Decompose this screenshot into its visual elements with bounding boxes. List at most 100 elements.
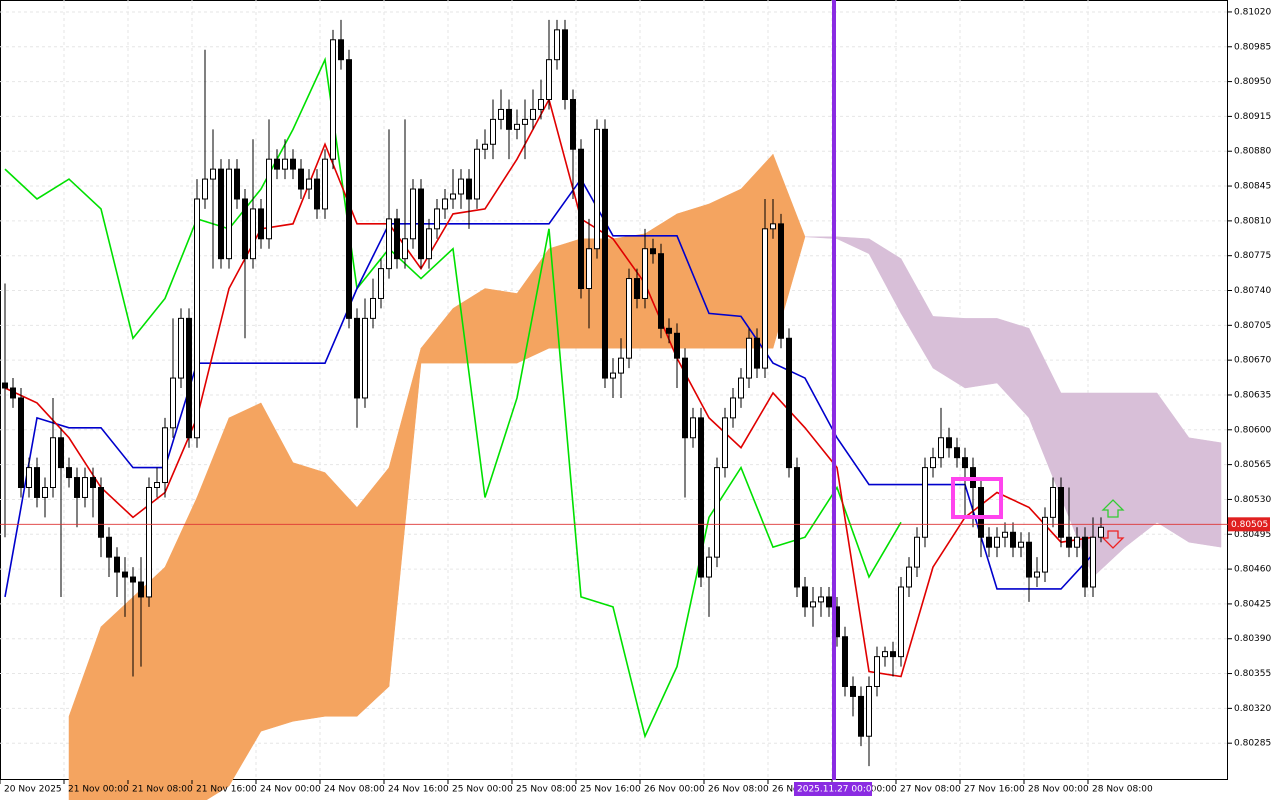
marker-label-bg (794, 782, 872, 796)
candle-body (810, 601, 816, 608)
candle-body (1066, 536, 1072, 548)
candle-body (122, 571, 128, 578)
candle-body (314, 178, 320, 210)
candle-body (402, 238, 408, 260)
y-tick-label: 0.80530 (1234, 495, 1271, 505)
candle-body (202, 178, 208, 200)
candle-body (546, 59, 552, 100)
candle-body (1002, 531, 1008, 538)
candle-body (690, 417, 696, 439)
candle-body (1042, 516, 1048, 573)
candle-body (10, 387, 16, 399)
x-tick-label: 27 Nov 16:00 (964, 785, 1025, 795)
x-tick-label: 28 Nov 00:00 (1028, 785, 1089, 795)
current-price-bg (1228, 517, 1270, 532)
y-tick-label: 0.80740 (1234, 286, 1271, 296)
candle-body (234, 168, 240, 200)
candle-body (386, 218, 392, 270)
candle-body (986, 536, 992, 548)
x-tick-label: 21 Nov 00:00 (68, 785, 129, 795)
candle-body (1074, 536, 1080, 548)
candle-body (394, 218, 400, 260)
cloud-segment (228, 402, 262, 787)
candle-body (1034, 571, 1040, 578)
candle-body (850, 685, 856, 697)
candle-body (794, 467, 800, 588)
candle-body (466, 178, 472, 200)
candle-body (26, 467, 32, 489)
candle-body (818, 596, 824, 603)
y-tick-label: 0.80880 (1234, 147, 1271, 157)
candle-body (538, 98, 544, 110)
candle-body (50, 437, 56, 488)
candle-body (1026, 541, 1032, 578)
candle-body (858, 695, 864, 737)
candle-body (90, 477, 96, 489)
up-arrow (1101, 499, 1125, 518)
candle-body (570, 98, 576, 150)
current-price-label: 0.80505 (1231, 520, 1268, 530)
candle-body (522, 118, 528, 125)
candle-body (34, 467, 40, 498)
x-tick-label: 24 Nov 08:00 (324, 785, 385, 795)
candle-body (922, 467, 928, 538)
candle-body (682, 357, 688, 439)
candle-body (746, 337, 752, 379)
candle-body (602, 128, 608, 379)
candle-body (842, 636, 848, 687)
candle-body (218, 168, 224, 260)
y-tick-label: 0.80390 (1234, 634, 1271, 644)
candle-body (322, 158, 328, 210)
candle-body (306, 178, 312, 190)
candle-body (722, 417, 728, 469)
candle-body (626, 278, 632, 359)
candle-body (714, 467, 720, 558)
x-tick-label: 25 Nov 00:00 (452, 785, 513, 795)
y-tick-label: 0.81020 (1234, 7, 1271, 17)
down-arrow (1101, 530, 1125, 549)
candle-body (106, 536, 112, 558)
y-tick-label: 0.80775 (1234, 251, 1271, 261)
candle-body (1098, 526, 1104, 538)
y-tick-label: 0.80950 (1234, 77, 1271, 87)
candle-body (658, 253, 664, 329)
candle-body (594, 128, 600, 250)
y-tick-label: 0.80810 (1234, 216, 1271, 226)
candle-body (98, 487, 104, 538)
candle-body (906, 566, 912, 588)
candle-body (698, 417, 704, 578)
x-tick-label: 25 Nov 16:00 (580, 785, 641, 795)
candle-body (58, 437, 64, 469)
candle-body (146, 487, 152, 598)
candle-body (194, 198, 200, 439)
candle-body (114, 556, 120, 573)
candle-body (866, 685, 872, 737)
candle-body (962, 457, 968, 469)
cloud-segment (484, 288, 518, 364)
candle-body (2, 382, 8, 389)
candle-body (930, 457, 936, 469)
candle-body (890, 651, 896, 658)
cloud-segment (1092, 392, 1126, 578)
candle-body (634, 278, 640, 299)
candle-body (802, 586, 808, 608)
candle-body (946, 437, 952, 449)
candle-body (610, 372, 616, 379)
candle-body (42, 487, 48, 498)
y-tick-label: 0.80355 (1234, 669, 1271, 679)
candle-body (1058, 487, 1064, 538)
candle-body (898, 586, 904, 658)
y-tick-label: 0.80915 (1234, 112, 1271, 122)
candle-body (450, 193, 456, 200)
candle-body (1018, 541, 1024, 548)
y-tick-label: 0.80670 (1234, 356, 1271, 366)
candle-body (666, 327, 672, 334)
candle-body (770, 223, 776, 230)
candle-body (338, 39, 344, 61)
candle-body (226, 168, 232, 260)
candle-body (266, 158, 272, 240)
y-tick-label: 0.80600 (1234, 425, 1271, 435)
candle-body (490, 118, 496, 145)
marker-label: 2025.11.27 00:00 (797, 785, 878, 795)
